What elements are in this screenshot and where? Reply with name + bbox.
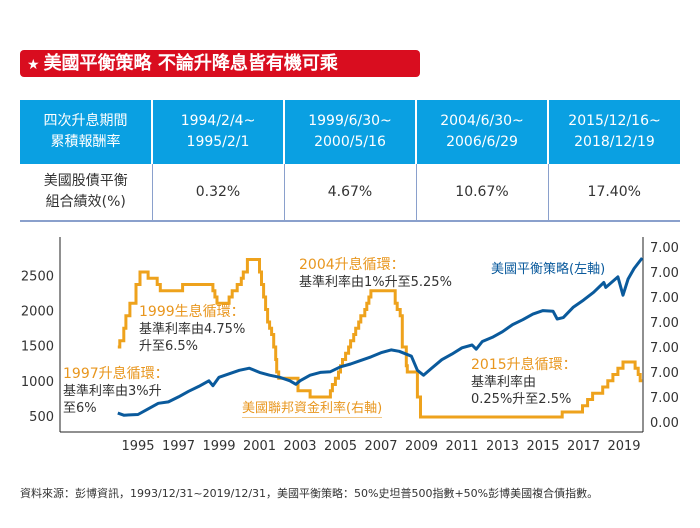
x-tick-label: 2013 [486, 439, 519, 454]
line-chart: 1995 1997 1999 2001 2003 2005 2007 2009 2011 2013… [21, 237, 679, 454]
legend-fed-rate: 美國聯邦資金利率(右軸) [242, 401, 383, 418]
annotation-1997: 1997升息循環： 基準利率由3%升 至6% [63, 366, 169, 417]
cell-line: 1999/6/30~ [308, 113, 392, 129]
y-right-tick-label: 7.00 [650, 291, 679, 306]
cell-line: 2015/12/16~ [568, 113, 661, 129]
table-cell: 4.67% [283, 164, 416, 222]
header-cell: 四次升息期間 累積報酬率 [20, 100, 152, 164]
legend-strategy: 美國平衡策略(左軸) [491, 262, 606, 277]
y-right-tick-label: 7.00 [650, 366, 679, 381]
y-right-tick-label: 7.00 [650, 241, 679, 256]
header-cell: 1999/6/30~ 2000/5/16 [283, 100, 416, 164]
header-cell: 2004/6/30~ 2006/6/29 [415, 100, 548, 164]
header-cell: 1994/2/4~ 1995/2/1 [151, 100, 284, 164]
table-row: 美國股債平衡 組合績效(%) 0.32% 4.67% 10.67% 17.40% [20, 164, 680, 222]
y-right-tick-label: 7.00 [650, 266, 679, 281]
star-icon: ★ [27, 57, 40, 73]
annotation-text: 基準利率由4.75% [139, 322, 246, 337]
header-cell: 2015/12/16~ 2018/12/19 [547, 100, 680, 164]
annotation-text: 基準利率由 [471, 375, 537, 390]
x-tick-label: 2015 [526, 439, 559, 454]
x-tick-label: 1997 [162, 439, 195, 454]
y-left-tick-label: 1500 [21, 340, 54, 355]
row-label: 美國股債平衡 組合績效(%) [20, 164, 152, 222]
table-cell: 17.40% [547, 164, 680, 222]
x-tick-label: 2017 [567, 439, 600, 454]
table-header-row: 四次升息期間 累積報酬率 1994/2/4~ 1995/2/1 1999/6/30~… [20, 100, 680, 164]
cell-line: 2000/5/16 [314, 134, 386, 150]
fed-rate-line [117, 258, 643, 419]
x-tick-label: 2009 [405, 439, 438, 454]
annotation-text: 基準利率由1%升至5.25% [299, 275, 452, 290]
x-tick-label: 2001 [243, 439, 276, 454]
title-banner: ★ 美國平衡策略 不論升降息皆有機可乘 [20, 50, 420, 77]
annotation-title: 2004升息循環： [299, 257, 405, 273]
strategy-line [117, 257, 644, 417]
annotation-2004: 2004升息循環： 基準利率由1%升至5.25% [299, 257, 452, 291]
returns-table: 四次升息期間 累積報酬率 1994/2/4~ 1995/2/1 1999/6/30~… [20, 100, 680, 222]
annotation-title: 1997升息循環： [63, 366, 169, 382]
annotation-text: 0.25%升至2.5% [471, 392, 572, 407]
x-tick-label: 2019 [607, 439, 640, 454]
cell-line: 組合績效(%) [45, 194, 126, 210]
annotation-text: 至6% [63, 401, 97, 416]
x-tick-label: 1995 [121, 439, 154, 454]
cell-line: 2018/12/19 [574, 134, 655, 150]
x-tick-label: 2007 [364, 439, 397, 454]
cell-line: 1994/2/4~ [180, 113, 256, 129]
y-left-tick-label: 2000 [21, 305, 54, 320]
annotation-title: 2015升息循環： [471, 357, 577, 373]
x-tick-label: 2011 [445, 439, 478, 454]
y-left-tick-label: 500 [29, 410, 54, 425]
cell-line: 1995/2/1 [186, 134, 250, 150]
source-note: 資料來源：彭博資訊，1993/12/31~2019/12/31，美國平衡策略：5… [20, 487, 599, 500]
banner-title: 美國平衡策略 不論升降息皆有機可乘 [43, 53, 338, 74]
y-right-tick-label: 0.00 [650, 416, 679, 431]
x-tick-label: 2003 [283, 439, 316, 454]
y-right-tick-label: 7.00 [650, 341, 679, 356]
y-left-tick-label: 2500 [21, 270, 54, 285]
cell-line: 2006/6/29 [446, 134, 518, 150]
cell-line: 美國股債平衡 [43, 173, 128, 189]
annotation-2015: 2015升息循環： 基準利率由 0.25%升至2.5% [471, 357, 577, 408]
y-left-tick-label: 1000 [21, 375, 54, 390]
y-right-tick-label: 7.00 [650, 391, 679, 406]
cell-line: 2004/6/30~ [440, 113, 524, 129]
x-tick-label: 1999 [202, 439, 235, 454]
annotation-title: 1999生息循環： [139, 304, 245, 320]
annotation-text: 基準利率由3%升 [63, 384, 162, 399]
table-cell: 10.67% [415, 164, 548, 222]
y-right-tick-label: 7.00 [650, 316, 679, 331]
table-cell: 0.32% [151, 164, 284, 222]
x-tick-label: 2005 [324, 439, 357, 454]
cell-line: 累積報酬率 [50, 134, 121, 150]
cell-line: 四次升息期間 [43, 113, 128, 129]
annotation-text: 升至6.5% [139, 339, 199, 354]
annotation-1999: 1999生息循環： 基準利率由4.75% 升至6.5% [139, 304, 245, 355]
